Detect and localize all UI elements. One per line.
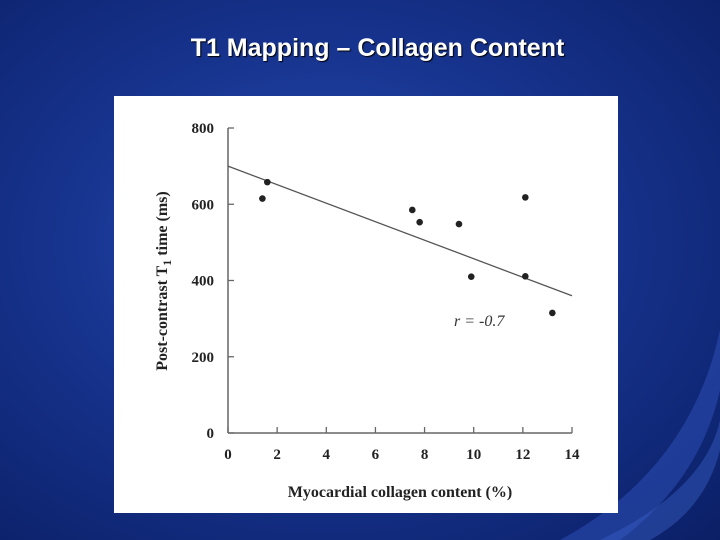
y-tick-label: 0 (207, 426, 215, 442)
x-tick-label: 12 (515, 447, 530, 463)
data-point (522, 194, 529, 201)
y-axis-title-end: time (ms) (154, 191, 171, 259)
y-tick-label: 200 (192, 350, 215, 366)
x-tick-label: 10 (466, 447, 481, 463)
data-point (264, 178, 271, 186)
y-tick-label: 400 (192, 274, 215, 290)
trendline (227, 165, 573, 297)
x-tick-label: 8 (421, 447, 429, 463)
slide-title: T1 Mapping – Collagen Content (190, 34, 565, 62)
x-tick-label: 0 (224, 447, 232, 463)
x-tick-label: 2 (273, 447, 281, 463)
x-tick-label: 14 (565, 447, 581, 463)
y-axis-title-sub: 1 (160, 260, 174, 266)
x-axis-title: Myocardial collagen content (%) (288, 484, 512, 501)
y-axis-title: Post-contrast T1 time (ms) (154, 191, 174, 370)
data-point (467, 273, 475, 280)
data-point (522, 273, 529, 280)
annotation-r: r = -0.7 (454, 313, 505, 330)
data-point (408, 206, 416, 214)
x-ticks: 0 2 4 6 8 10 12 14 (224, 427, 580, 463)
y-tick-label: 600 (192, 197, 215, 213)
data-point (455, 220, 463, 228)
data-points (259, 178, 556, 317)
data-point (549, 309, 556, 317)
y-axis-title-main: Post-contrast T (154, 265, 171, 370)
x-tick-label: 4 (323, 447, 331, 463)
chart-panel: 0 200 400 600 800 0 2 4 6 8 10 12 14 r = -0.7 Myoca… (114, 96, 618, 513)
data-point (416, 218, 423, 226)
scatter-chart: 0 200 400 600 800 0 2 4 6 8 10 12 14 r = -0.7 Myoca… (154, 121, 580, 501)
y-tick-label: 800 (192, 121, 215, 137)
data-point (259, 195, 266, 202)
x-tick-label: 6 (372, 447, 380, 463)
y-ticks: 0 200 400 600 800 (192, 121, 234, 442)
